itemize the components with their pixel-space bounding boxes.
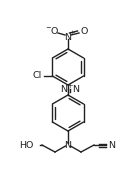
- Text: N: N: [65, 141, 72, 150]
- Text: +: +: [69, 30, 75, 36]
- Text: +: +: [67, 83, 73, 90]
- Text: O: O: [80, 27, 88, 35]
- Text: $^{-}$O: $^{-}$O: [45, 26, 59, 36]
- Text: Cl: Cl: [32, 72, 41, 81]
- Text: N: N: [60, 85, 67, 95]
- Text: N: N: [72, 85, 79, 95]
- Text: N: N: [65, 33, 72, 42]
- Text: N: N: [108, 141, 115, 150]
- Text: HO: HO: [19, 141, 33, 150]
